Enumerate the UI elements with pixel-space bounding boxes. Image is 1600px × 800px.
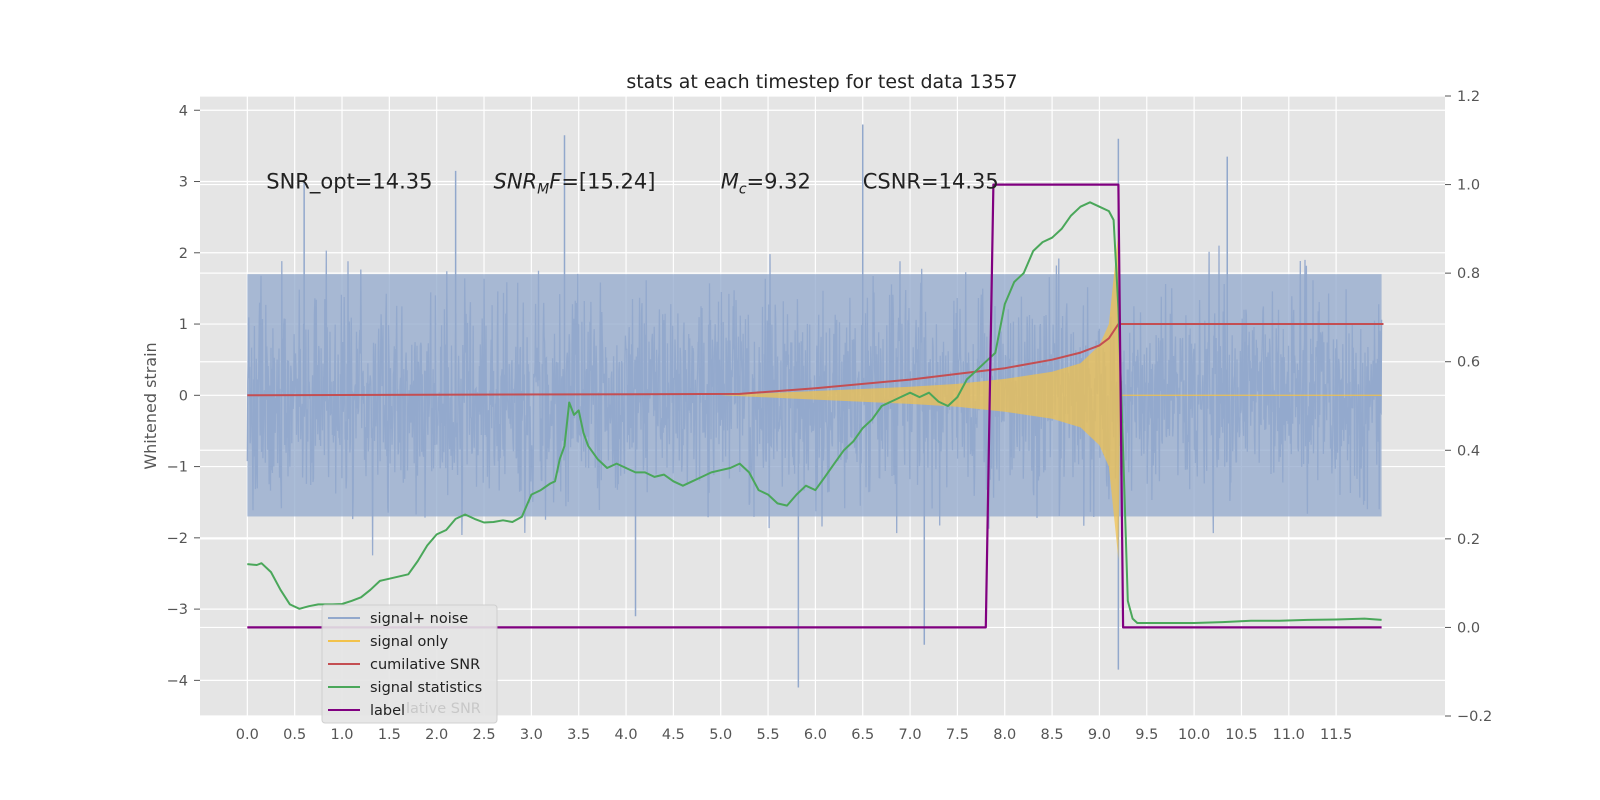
x-tick-label: 11.5 <box>1320 727 1352 743</box>
y-right-tick-label: 1.0 <box>1457 178 1480 194</box>
x-tick-label: 10.0 <box>1178 727 1210 743</box>
y-tick-label: −4 <box>167 673 188 689</box>
y-right-tick-label: −0.2 <box>1457 709 1492 725</box>
x-tick-label: 1.5 <box>378 727 401 743</box>
x-tick-label: 11.0 <box>1273 727 1305 743</box>
annotation-0: SNR_opt=14.35 <box>266 170 432 195</box>
annotation-subscript: M <box>537 182 549 198</box>
legend-entry-label: label <box>370 703 405 719</box>
annotation-2: Mc=9.32 <box>721 170 811 198</box>
x-tick-label: 1.0 <box>330 727 353 743</box>
x-tick-label: 9.0 <box>1088 727 1111 743</box>
x-tick-label: 7.0 <box>899 727 922 743</box>
annotation-base: M <box>721 170 739 194</box>
y-right-tick-label: 0.8 <box>1457 266 1480 282</box>
x-tick-label: 0.0 <box>236 727 259 743</box>
y-tick-label: −2 <box>167 531 188 547</box>
y-right-tick-label: 0.0 <box>1457 620 1480 636</box>
x-tick-label: 2.5 <box>472 727 495 743</box>
annotation-rest: F=[15.24] <box>549 170 655 194</box>
x-tick-label: 4.0 <box>615 727 638 743</box>
legend-box <box>321 604 498 724</box>
y-right-tick-label: 0.2 <box>1457 532 1480 548</box>
series-cumilative-snr-line <box>247 323 1384 397</box>
annotation-value: =[15.24] <box>561 170 655 194</box>
x-tick-label: 10.5 <box>1225 727 1257 743</box>
annotation-1: SNRMF=[15.24] <box>493 170 655 198</box>
y-tick-label: 4 <box>179 103 188 119</box>
x-tick-label: 2.0 <box>425 727 448 743</box>
annotation-base: SNR <box>493 170 537 194</box>
x-tick-label: 8.5 <box>1041 727 1064 743</box>
x-tick-label: 4.5 <box>662 727 685 743</box>
y-tick-label: 3 <box>179 175 188 191</box>
legend-entry-label: signal+ noise <box>370 611 468 627</box>
legend-ghost-text: lative SNR <box>406 701 481 717</box>
y-tick-label: 2 <box>179 246 188 262</box>
x-tick-label: 3.0 <box>520 727 543 743</box>
series-signal-statistics-line <box>247 201 1382 624</box>
y-tick-label: −1 <box>167 460 188 476</box>
y-axis-label: Whitened strain <box>141 342 160 469</box>
y-right-tick-label: 1.2 <box>1457 89 1480 105</box>
series-label-line <box>247 183 1382 629</box>
x-tick-label: 7.5 <box>946 727 969 743</box>
y-tick-label: 1 <box>179 317 188 333</box>
x-tick-label: 6.0 <box>804 727 827 743</box>
series-layer <box>246 124 1384 688</box>
legend-entry-label: signal only <box>370 634 449 650</box>
axes-layer: 0.0 0.5 1.0 1.5 2.0 2.5 3.0 3.5 4.0 4.5 5.0 5.5 6.0 6… <box>167 89 1493 743</box>
x-tick-label: 5.0 <box>709 727 732 743</box>
x-tick-label: 6.5 <box>851 727 874 743</box>
y-tick-label: 0 <box>179 388 188 404</box>
x-tick-label: 5.5 <box>757 727 780 743</box>
annotation-subscript: c <box>739 182 747 198</box>
y-right-tick-label: 0.4 <box>1457 443 1480 459</box>
legend-entry-label: signal statistics <box>370 680 482 696</box>
x-tick-label: 3.5 <box>567 727 590 743</box>
x-tick-label: 9.5 <box>1135 727 1158 743</box>
legend: lative SNR signal+ noise signal only cumila… <box>321 604 498 724</box>
x-tick-label: 0.5 <box>283 727 306 743</box>
y-tick-label: −3 <box>167 602 188 618</box>
annotations: SNR_opt=14.35 SNRMF=[15.24] Mc=9.32 CSNR=14… <box>266 170 998 198</box>
legend-entry-label: cumilative SNR <box>370 657 480 673</box>
x-tick-label: 8.0 <box>993 727 1016 743</box>
annotation-italic: F <box>549 170 562 194</box>
annotation-rest: =9.32 <box>747 170 811 194</box>
chart-title: stats at each timestep for test data 135… <box>626 71 1017 93</box>
series-signal-only-envelope <box>720 231 1121 560</box>
y-right-tick-label: 0.6 <box>1457 355 1480 371</box>
annotation-3: CSNR=14.35 <box>863 170 999 194</box>
